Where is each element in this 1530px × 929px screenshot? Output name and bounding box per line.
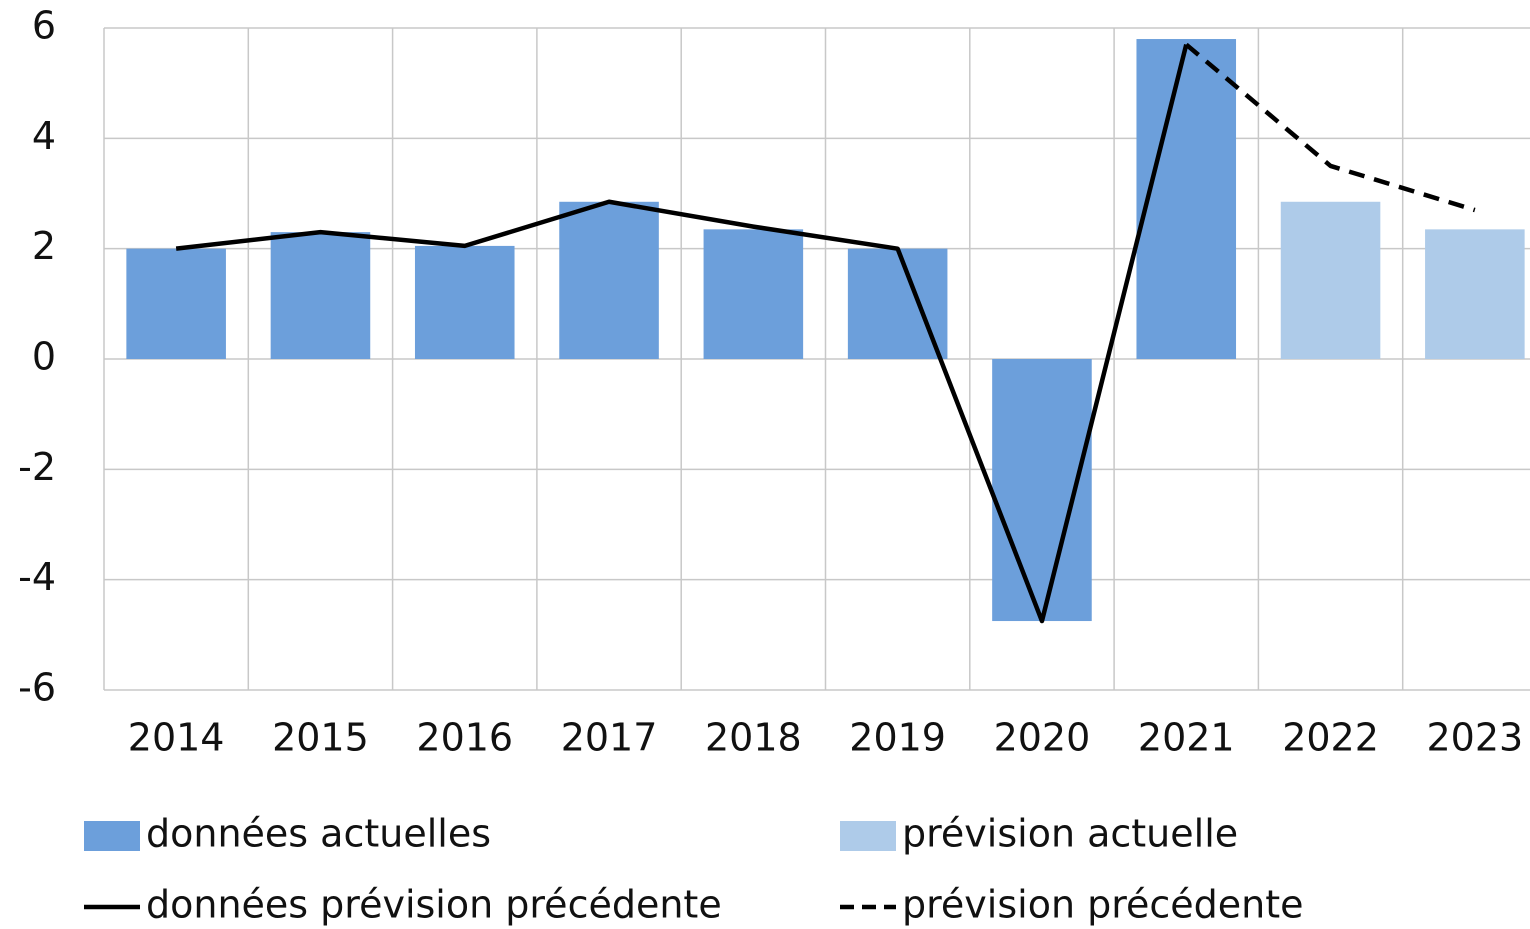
legend-label: prévision actuelle — [902, 812, 1238, 856]
x-tick-label: 2018 — [705, 716, 802, 760]
x-tick-label: 2015 — [272, 716, 369, 760]
bar — [559, 201, 659, 359]
bar — [703, 229, 804, 359]
y-tick-label: -4 — [18, 555, 56, 599]
legend-label: prévision précédente — [902, 883, 1304, 927]
bar — [1136, 39, 1237, 360]
x-tick-label: 2016 — [416, 716, 513, 760]
y-tick-label: -6 — [18, 666, 56, 710]
y-tick-label: 6 — [32, 4, 56, 48]
bar — [414, 245, 515, 359]
legend-label: données prévision précédente — [146, 883, 722, 927]
x-tick-label: 2023 — [1426, 716, 1523, 760]
bar — [1425, 229, 1525, 359]
legend-swatch — [84, 821, 140, 851]
x-tick-label: 2014 — [128, 716, 225, 760]
x-tick-label: 2020 — [994, 716, 1091, 760]
line — [1184, 42, 1476, 213]
legend-swatch — [840, 821, 896, 851]
legend-label: données actuelles — [146, 812, 491, 856]
line — [175, 44, 1189, 624]
x-tick-label: 2019 — [849, 716, 946, 760]
y-tick-label: 4 — [32, 114, 56, 158]
y-tick-label: 2 — [32, 224, 56, 268]
bar — [270, 232, 371, 359]
x-tick-label: 2022 — [1282, 716, 1379, 760]
y-tick-label: 0 — [32, 335, 56, 379]
y-tick-label: -2 — [18, 445, 56, 489]
x-tick-label: 2017 — [561, 716, 658, 760]
x-tick-label: 2021 — [1138, 716, 1235, 760]
bar — [126, 248, 226, 359]
bar — [847, 248, 948, 359]
bar — [1280, 201, 1381, 359]
